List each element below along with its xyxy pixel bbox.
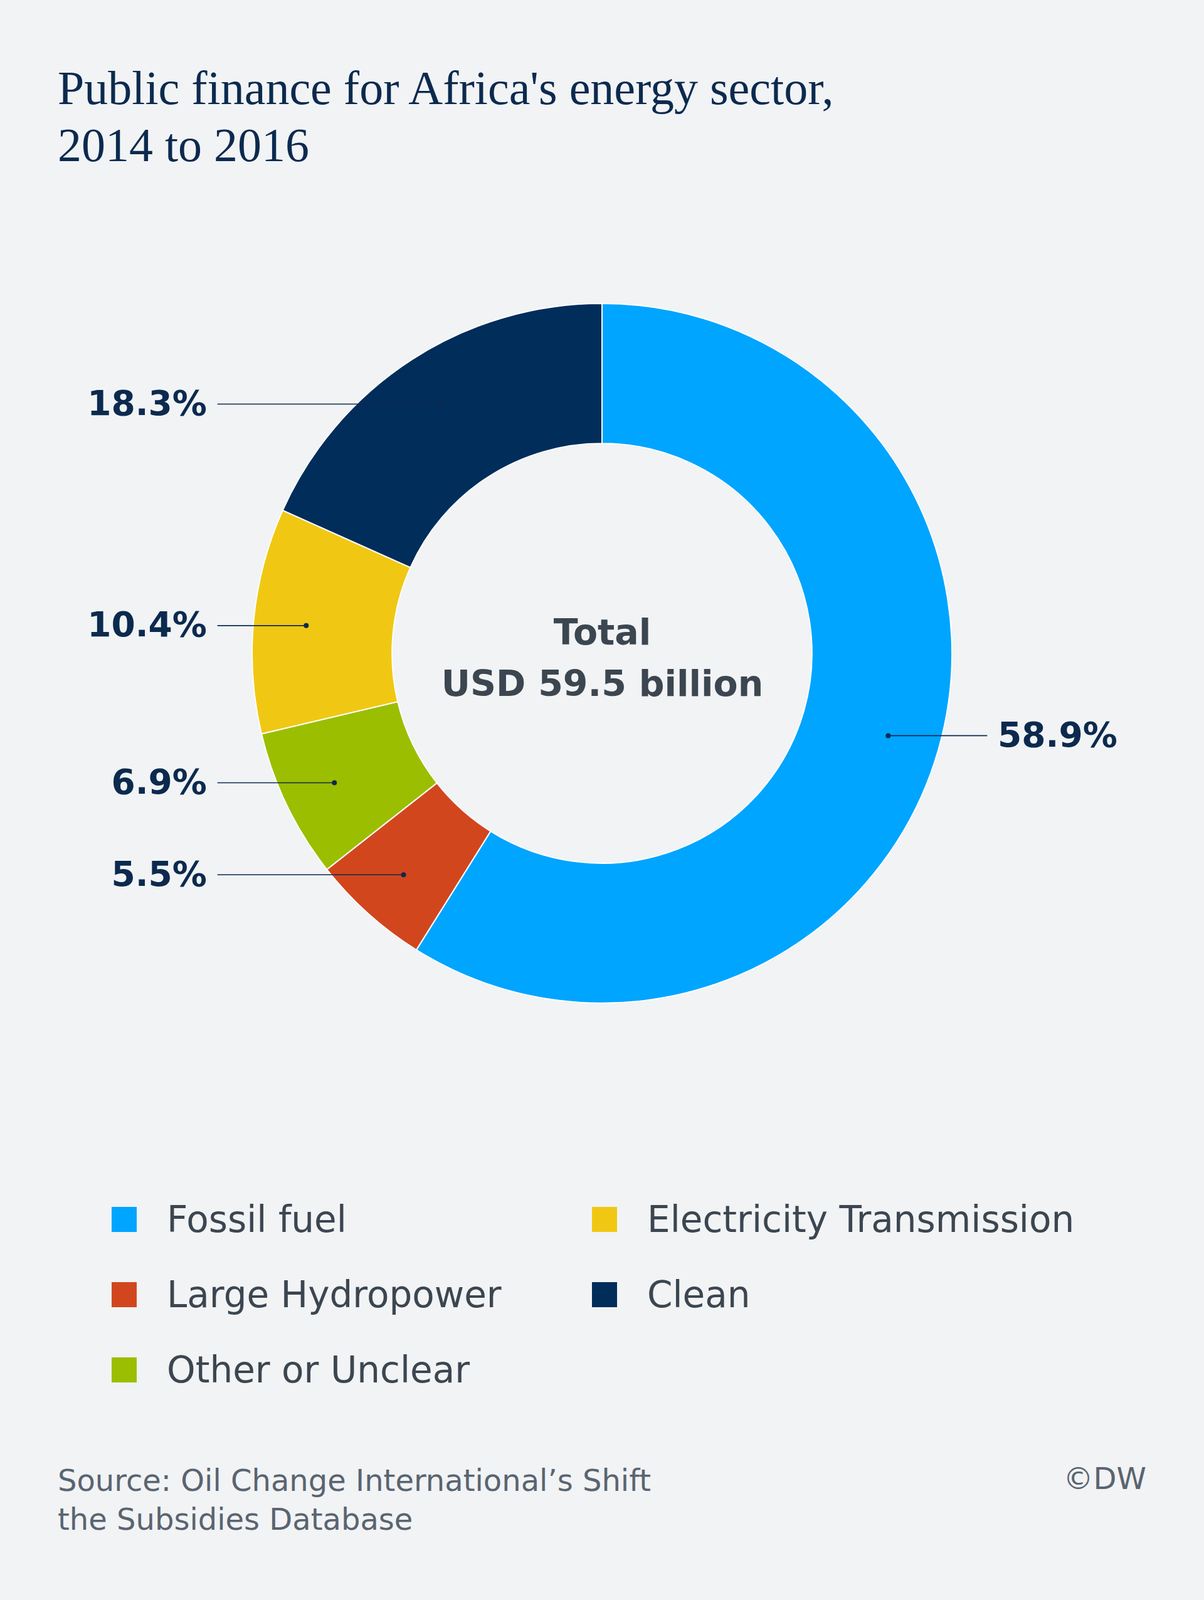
html-text:Fossil fuel: Fossil fuel [166, 1198, 347, 1241]
html-text:Public finance for Africa's en: Public finance for Africa's energy secto… [57, 61, 834, 172]
html-text:Other or Unclear: Other or Unclear [166, 1348, 470, 1392]
svg-text:TotalUSD 59.5 billion: TotalUSD 59.5 billion [441, 611, 764, 705]
html-text:Clean: Clean [647, 1273, 751, 1317]
svg-text:5.5%: 5.5% [110, 854, 207, 895]
svg-text:18.3%: 18.3% [87, 383, 207, 424]
html-text:Large Hydropower: Large Hydropower [166, 1273, 502, 1317]
html-text:©DW: ©DW [1063, 1461, 1147, 1497]
html-text:Source: Oil Change Internation: Source: Oil Change International’s Shift… [57, 1462, 651, 1538]
svg-text:10.4%: 10.4% [87, 604, 207, 645]
svg-text:6.9%: 6.9% [110, 761, 207, 803]
html-text:Electricity Transmission: Electricity Transmission [647, 1198, 1075, 1241]
svg-text:58.9%: 58.9% [997, 714, 1118, 756]
